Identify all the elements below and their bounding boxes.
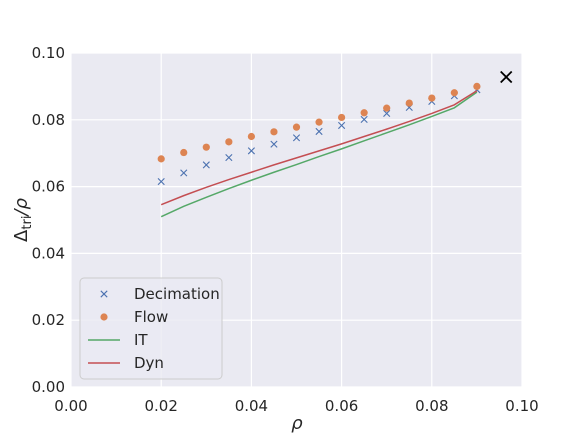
legend-items: Decimation Flow IT Dyn [88,285,220,372]
x-marker-stroke [100,290,108,298]
legend: Decimation Flow IT Dyn [79,277,223,380]
decimation-point [383,109,391,118]
decimation-point [315,127,323,136]
flow-point [315,118,323,126]
flow-point [180,148,188,157]
legend-label-decimation: Decimation [134,285,220,303]
x-axis-label: ρ [291,413,303,434]
legend-label-flow: Flow [134,308,168,326]
x-tick-label: 0.10 [505,397,538,415]
x-tick-label: 0.04 [235,397,268,415]
dyn-line [160,90,478,206]
decimation-point [157,178,165,186]
x-tick-label: 0.08 [415,397,448,415]
cross-marker-stroke [500,70,513,84]
legend-item-dyn: Dyn [88,354,164,372]
flow-point [405,99,413,107]
it-line [160,91,478,218]
x-marker-stroke [180,169,188,177]
legend-swatch-decimation [100,290,108,298]
y-tick-label: 0.10 [32,44,65,62]
decimation-point [202,161,210,169]
x-marker-stroke [383,109,391,118]
x-marker-stroke [157,178,165,186]
decimation-point [225,153,233,162]
flow-point [338,113,346,122]
legend-swatch-flow [100,313,108,321]
y-axis-ticks: 0.00 0.02 0.04 0.06 0.08 0.10 [32,44,65,396]
legend-item-it: IT [88,331,148,349]
flow-point [247,132,255,141]
flow-point [428,94,436,102]
series-layer [157,82,481,218]
decimation-point [247,147,255,155]
y-tick-label: 0.00 [32,378,65,396]
cross-marker [500,70,513,84]
legend-label-it: IT [134,331,148,349]
legend-item-flow: Flow [100,308,168,326]
x-axis-ticks: 0.00 0.02 0.04 0.06 0.08 0.10 [54,397,538,415]
decimation-point [338,121,346,130]
legend-item-decimation: Decimation [100,285,220,303]
decimation-point [360,115,368,124]
x-marker-stroke [202,161,210,169]
x-tick-label: 0.00 [54,397,87,415]
y-tick-label: 0.04 [32,244,65,262]
decimation-point [270,140,278,148]
flow-point [360,109,368,117]
x-marker-stroke [225,153,233,162]
y-axis-label-sub: tri [20,216,35,230]
flow-point [202,143,210,151]
x-marker-stroke [270,140,278,148]
y-axis-label-main: Δ [11,229,32,242]
legend-label-dyn: Dyn [134,354,164,372]
flow-point [292,123,301,131]
x-marker-stroke [292,134,301,142]
decimation-point [180,169,188,177]
decimation-point [292,134,301,142]
flow-point [450,89,458,97]
flow-point [383,104,391,112]
x-marker-stroke [315,127,323,136]
y-axis-label: Δtri/ρ [11,197,35,241]
flow-point [473,82,481,90]
x-tick-label: 0.02 [144,397,177,415]
x-marker-stroke [247,147,255,155]
y-tick-label: 0.08 [32,111,65,129]
flow-point [225,138,233,146]
legend-box [79,277,223,380]
annotation-layer [500,70,513,84]
flow-point [270,128,278,136]
flow-point [157,155,165,163]
x-tick-label: 0.06 [325,397,358,415]
x-marker-stroke [360,115,368,124]
x-marker-stroke [338,121,346,130]
y-tick-label: 0.06 [32,178,65,196]
y-tick-label: 0.02 [32,311,65,329]
y-axis-label-tail: /ρ [11,197,32,217]
